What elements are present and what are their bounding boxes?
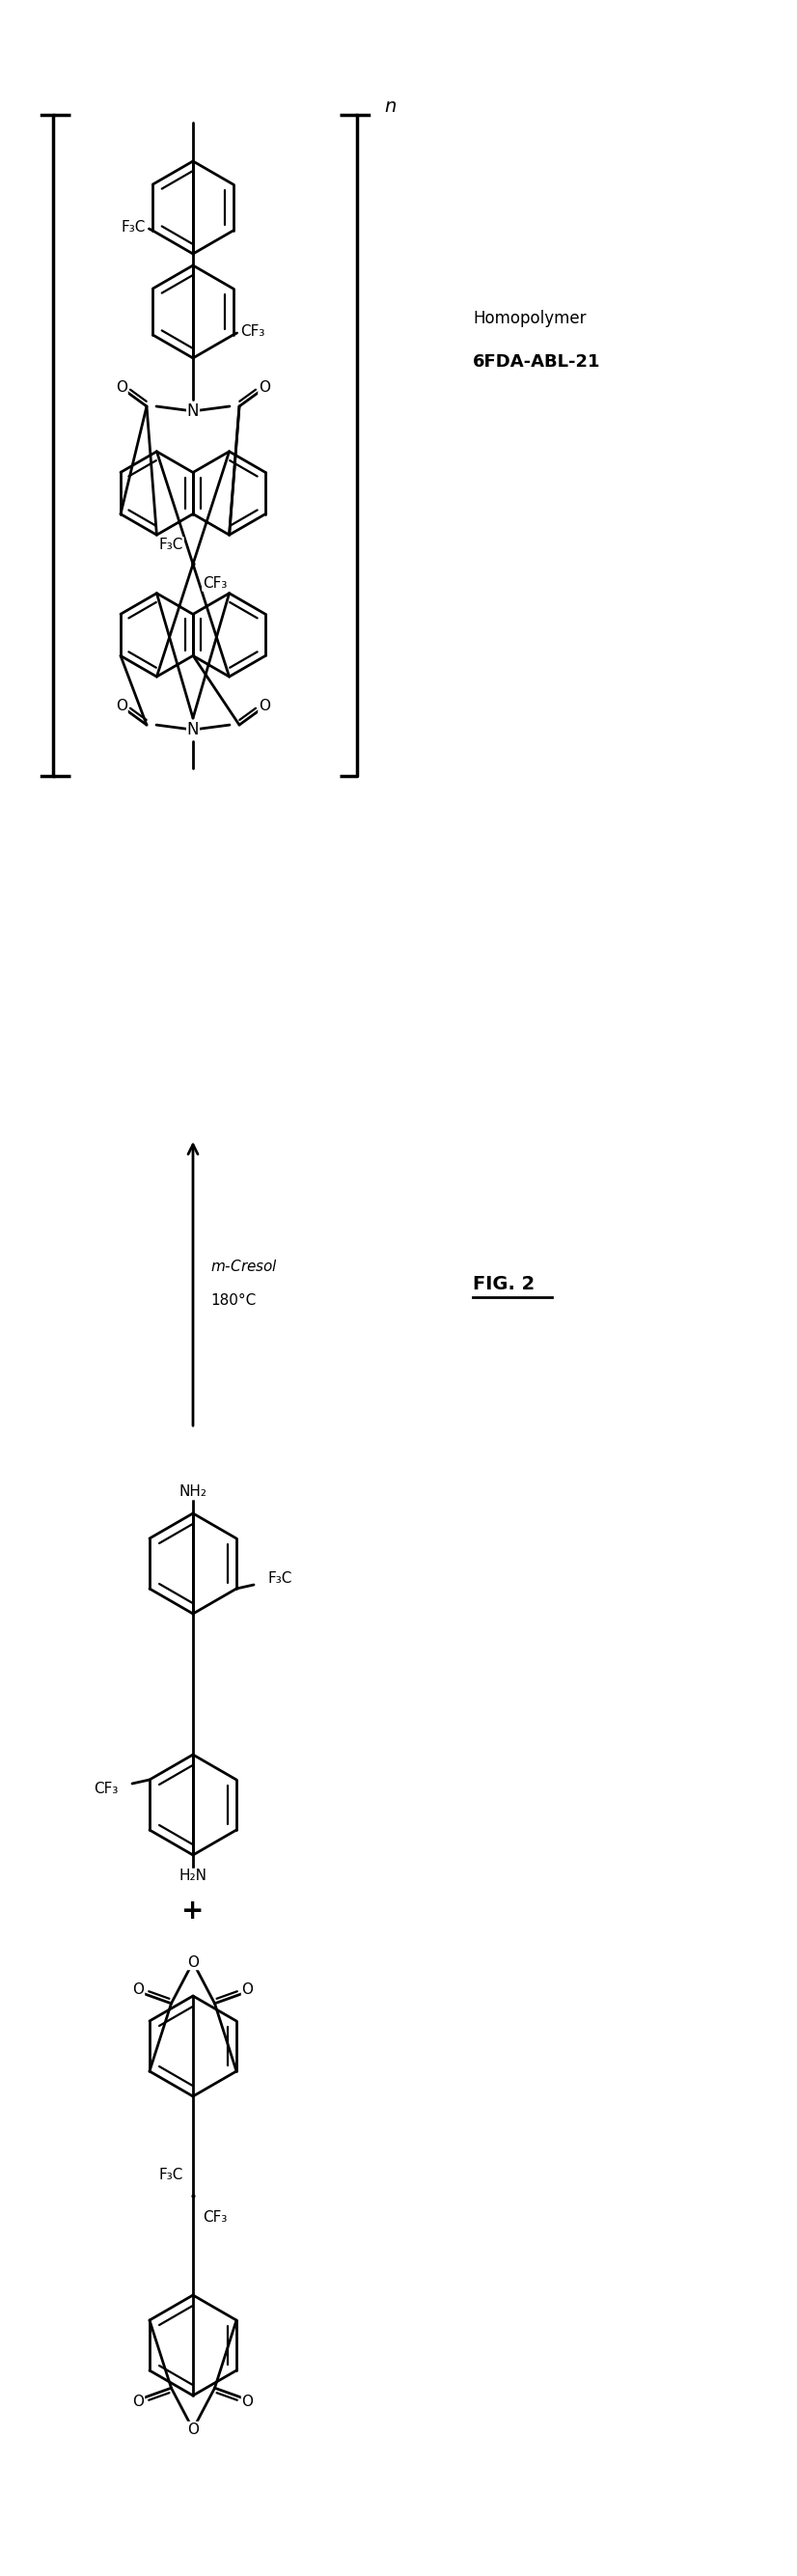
Text: CF₃: CF₃ — [94, 1783, 119, 1795]
Text: O: O — [258, 698, 270, 714]
Text: CF₃: CF₃ — [202, 577, 227, 590]
Text: F₃C: F₃C — [159, 538, 183, 551]
Text: 180°C: 180°C — [210, 1293, 256, 1309]
Text: O: O — [241, 2393, 253, 2409]
Text: F₃C: F₃C — [159, 2166, 183, 2182]
Text: O: O — [241, 1984, 253, 1996]
Text: FIG. 2: FIG. 2 — [473, 1275, 535, 1293]
Text: F₃C: F₃C — [267, 1571, 292, 1587]
Text: N: N — [187, 402, 199, 420]
Text: O: O — [258, 379, 270, 394]
Text: H₂N: H₂N — [179, 1870, 207, 1883]
Text: Homopolymer: Homopolymer — [473, 309, 586, 327]
Text: O: O — [187, 1955, 198, 1971]
Text: O: O — [132, 2393, 144, 2409]
Text: 6FDA-ABL-21: 6FDA-ABL-21 — [473, 353, 601, 371]
Text: O: O — [116, 379, 128, 394]
Text: N: N — [187, 721, 199, 739]
Text: CF₃: CF₃ — [241, 325, 265, 337]
Text: $m$-Cresol: $m$-Cresol — [210, 1260, 278, 1275]
Text: O: O — [132, 1984, 144, 1996]
Text: O: O — [187, 2421, 198, 2437]
Text: O: O — [116, 698, 128, 714]
Text: NH₂: NH₂ — [179, 1484, 207, 1499]
Text: F₃C: F₃C — [120, 219, 145, 234]
Text: +: + — [182, 1899, 204, 1924]
Text: $n$: $n$ — [384, 98, 397, 116]
Text: CF₃: CF₃ — [202, 2210, 227, 2223]
